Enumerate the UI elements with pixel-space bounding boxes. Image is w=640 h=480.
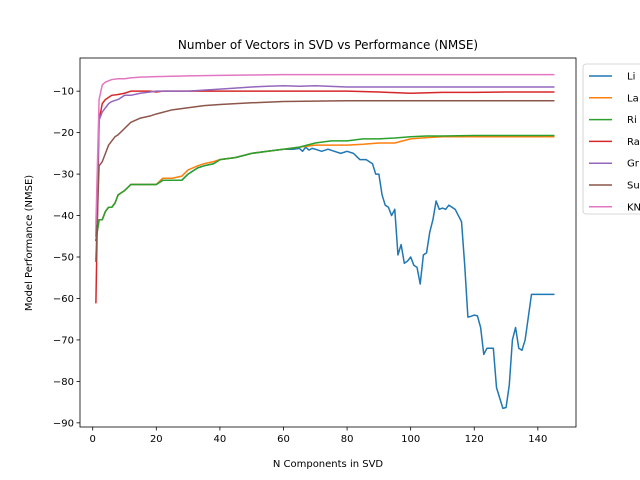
legend-label-1: La: [627, 93, 639, 104]
x-tick-label-0: 0: [90, 434, 96, 445]
legend-label-3: Ra: [627, 137, 640, 148]
y-tick-label-3: −60: [53, 294, 74, 305]
y-tick-label-0: −90: [53, 418, 74, 429]
y-axis-ticks: −90 −80 −70 −60 −50 −40 −30 −20 −10: [53, 87, 80, 429]
y-tick-label-2: −70: [53, 335, 74, 346]
series-lines: [95, 73, 555, 410]
legend-label-0: Li: [627, 72, 635, 83]
x-tick-label-7: 140: [528, 434, 547, 445]
chart-title: Number of Vectors in SVD vs Performance …: [178, 38, 478, 52]
x-tick-label-2: 40: [214, 434, 227, 445]
series-line-4: [95, 85, 555, 238]
x-tick-label-6: 120: [465, 434, 484, 445]
y-tick-label-6: −30: [53, 170, 74, 181]
x-tick-label-5: 100: [401, 434, 420, 445]
x-tick-label-1: 20: [150, 434, 163, 445]
x-tick-label-4: 80: [341, 434, 354, 445]
series-line-5: [95, 99, 555, 262]
series-line-6: [95, 73, 555, 225]
x-tick-label-3: 60: [277, 434, 290, 445]
legend-box: [582, 63, 640, 215]
legend-label-6: KN: [627, 202, 640, 213]
legend-label-2: Ri: [627, 115, 637, 126]
y-tick-label-5: −40: [53, 211, 74, 222]
y-tick-label-1: −80: [53, 377, 74, 388]
y-tick-label-4: −50: [53, 253, 74, 264]
y-axis-label: Model Performance (NMSE): [24, 175, 35, 311]
legend-label-5: Su: [627, 181, 640, 192]
legend-label-4: Gr: [627, 159, 640, 170]
plot-frame: [79, 57, 577, 428]
legend: Li La Ri Ra Gr Su KN: [582, 63, 640, 215]
y-tick-label-8: −10: [53, 87, 74, 98]
y-tick-label-7: −20: [53, 128, 74, 139]
x-axis-label: N Components in SVD: [273, 459, 384, 470]
series-line-2: [95, 134, 555, 242]
x-axis-ticks: 0 20 40 60 80 100 120 140: [90, 427, 547, 445]
